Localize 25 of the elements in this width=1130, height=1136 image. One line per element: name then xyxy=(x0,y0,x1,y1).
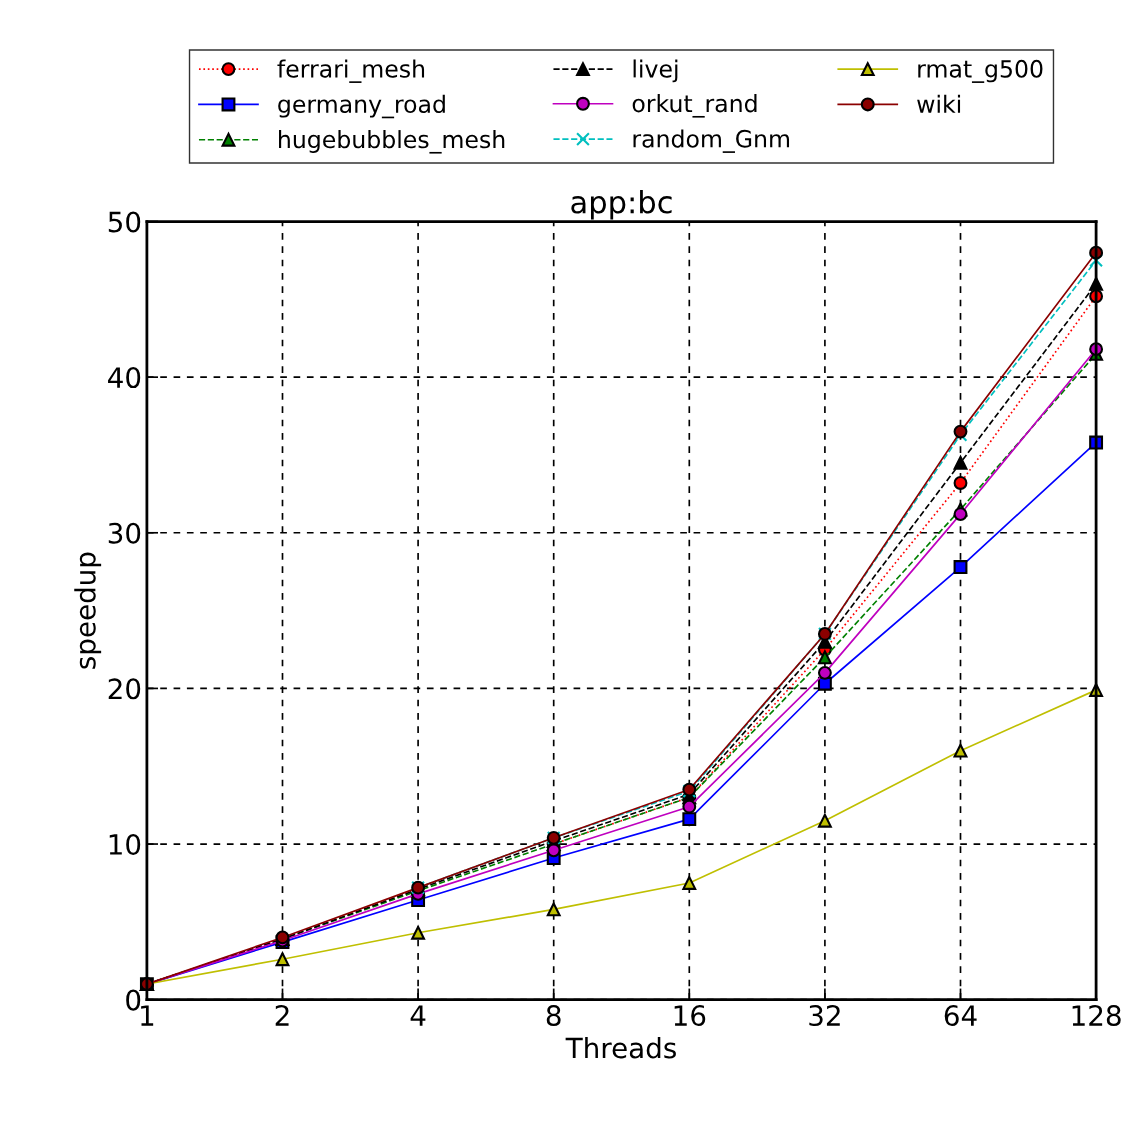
legend-label: random_Gnm xyxy=(633,129,790,153)
legend-label: livej xyxy=(633,59,678,83)
x-tick-label: 16 xyxy=(674,1005,706,1027)
y-tick-label: 30 xyxy=(108,522,141,544)
y-tick-label: 50 xyxy=(108,211,141,233)
y-tick-label: 10 xyxy=(109,833,141,855)
x-axis-title: Threads xyxy=(565,1036,676,1059)
y-axis-title: speedup xyxy=(74,552,102,669)
x-tick-label: 4 xyxy=(410,1005,426,1026)
x-tick-label: 64 xyxy=(944,1005,977,1027)
legend-label: wiki xyxy=(917,94,961,113)
legend-label: ferrari_mesh xyxy=(277,59,425,83)
legend-label: hugebubbles_mesh xyxy=(279,130,505,154)
legend-label: rmat_g500 xyxy=(918,59,1043,83)
x-tick-label: 2 xyxy=(275,1005,289,1026)
x-tick-label: 32 xyxy=(809,1005,840,1027)
chart-title: app:bc xyxy=(571,189,672,220)
y-tick-label: 0 xyxy=(126,989,141,1011)
y-tick-label: 20 xyxy=(108,678,141,700)
x-tick-label: 1 xyxy=(141,1005,154,1026)
x-tick-label: 8 xyxy=(546,1005,561,1027)
legend-label: germany_road xyxy=(278,94,445,119)
legend-label: orkut_rand xyxy=(632,94,757,118)
x-tick-label: 128 xyxy=(1072,1005,1121,1027)
y-tick-label: 40 xyxy=(108,367,141,389)
